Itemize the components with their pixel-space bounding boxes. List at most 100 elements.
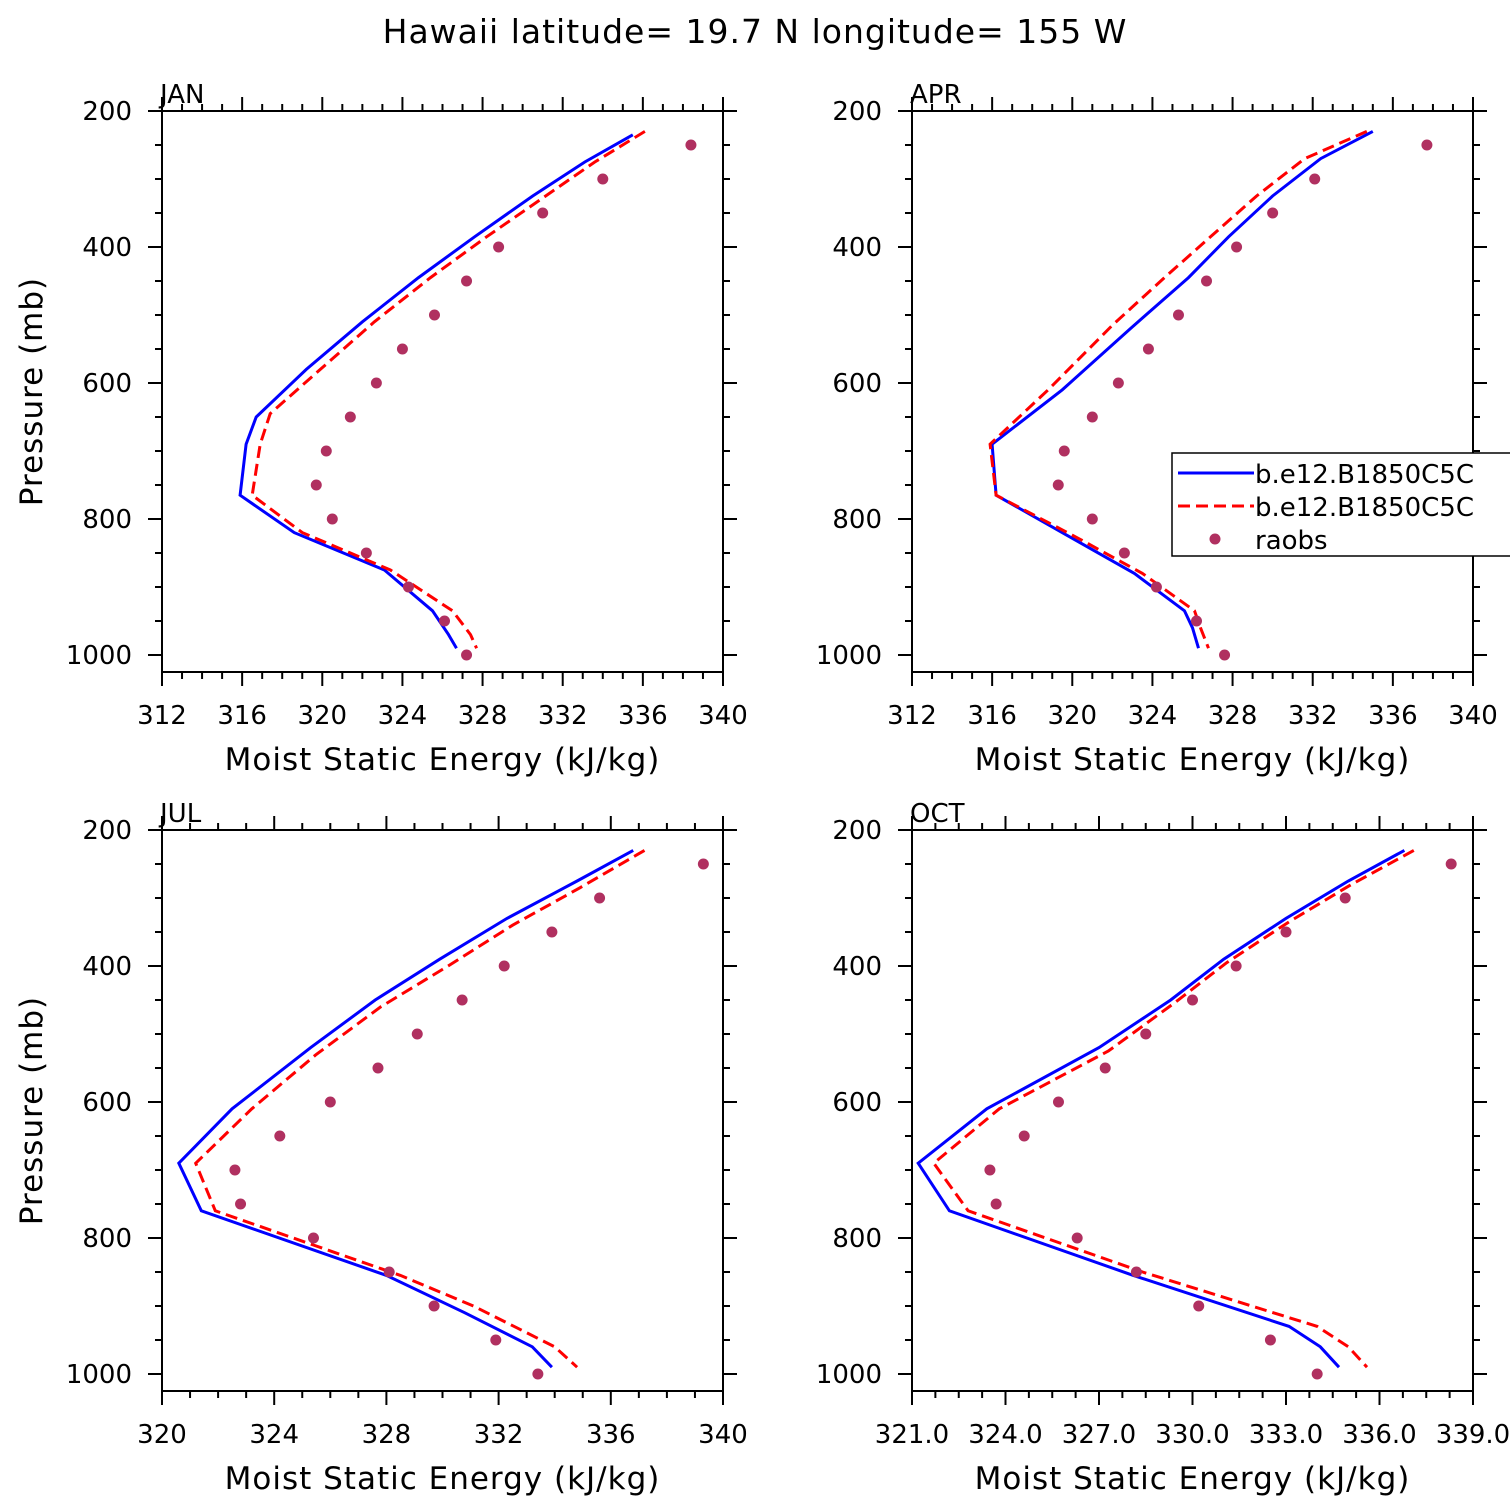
x-tick-label: 320 <box>1047 701 1097 731</box>
raobs-point <box>1311 1368 1323 1380</box>
raobs-point <box>235 1198 247 1210</box>
x-tick-label: 330.0 <box>1155 1420 1229 1450</box>
raobs-point <box>685 139 697 151</box>
x-tick-label: 316 <box>967 701 1017 731</box>
x-tick-label: 320 <box>297 701 347 731</box>
series-line-solid <box>238 133 634 649</box>
raobs-point <box>1086 513 1098 525</box>
x-tick-label: 336 <box>586 1420 636 1450</box>
raobs-point <box>274 1130 286 1142</box>
raobs-point <box>1058 445 1070 457</box>
raobs-point <box>1445 858 1457 870</box>
legend-label: b.e12.B1850C5C <box>1255 460 1474 490</box>
x-axis-label: Moist Static Energy (kJ/kg) <box>975 1461 1411 1497</box>
y-tick-label: 200 <box>832 816 882 846</box>
x-tick-label: 327.0 <box>1062 1420 1136 1450</box>
x-tick-label: 328 <box>458 701 508 731</box>
legend-dot <box>1209 533 1221 545</box>
panel-oct: OCT 321.0 324.0 327.0 330.0 333.0 336.0 339.0 20… <box>816 799 1510 1497</box>
panel-title: OCT <box>910 799 965 829</box>
raobs-point <box>1193 1300 1205 1312</box>
x-tick-label: 324.0 <box>968 1420 1042 1450</box>
figure-title: Hawaii latitude= 19.7 N longitude= 155 W <box>382 12 1128 51</box>
y-tick-label: 600 <box>832 1088 882 1118</box>
x-tick-label: 332 <box>538 701 588 731</box>
raobs-point <box>532 1368 544 1380</box>
plot-data <box>916 849 1457 1380</box>
x-tick-label: 328 <box>1208 701 1258 731</box>
raobs-point <box>1112 377 1124 389</box>
plot-frame <box>911 110 1474 673</box>
y-tick-label: 1000 <box>66 1360 132 1390</box>
raobs-point <box>360 547 372 559</box>
raobs-point <box>490 1334 502 1346</box>
y-tick-label: 800 <box>832 505 882 535</box>
y-tick-label: 800 <box>82 1224 132 1254</box>
series-line-dashed <box>250 130 646 649</box>
series-line-dashed <box>193 849 646 1369</box>
raobs-point <box>307 1232 319 1244</box>
raobs-point <box>461 275 473 287</box>
x-tick-label: 336.0 <box>1342 1420 1416 1450</box>
plot-data <box>176 849 709 1380</box>
raobs-point <box>1052 1096 1064 1108</box>
raobs-point <box>493 241 505 253</box>
legend-label: b.e12.B1850C5C <box>1255 493 1474 523</box>
raobs-point <box>439 615 451 627</box>
raobs-point <box>597 173 609 185</box>
y-tick-label: 800 <box>832 1224 882 1254</box>
series-line-solid <box>916 849 1406 1369</box>
raobs-point <box>461 649 473 661</box>
raobs-point <box>1187 994 1198 1006</box>
plot-data <box>988 130 1433 661</box>
raobs-point <box>990 1198 1002 1210</box>
y-tick-label: 1000 <box>66 641 132 671</box>
raobs-point <box>320 445 332 457</box>
raobs-point <box>396 343 408 355</box>
y-tick-label: 400 <box>832 952 882 982</box>
plot-frame <box>161 829 724 1392</box>
x-tick-label: 332 <box>474 1420 524 1450</box>
raobs-point <box>1052 479 1064 491</box>
raobs-point <box>984 1164 996 1176</box>
x-tick-label: 316 <box>217 701 267 731</box>
legend-box <box>1171 452 1510 557</box>
raobs-point <box>324 1096 336 1108</box>
x-tick-label: 333.0 <box>1249 1420 1323 1450</box>
raobs-point <box>498 960 510 972</box>
raobs-point <box>1280 926 1292 938</box>
raobs-point <box>372 1062 384 1074</box>
x-axis-label: Moist Static Energy (kJ/kg) <box>225 742 661 778</box>
x-axis-label: Moist Static Energy (kJ/kg) <box>975 742 1411 778</box>
plot-data <box>238 130 697 661</box>
x-tick-label: 321.0 <box>875 1420 949 1450</box>
x-tick-label: 324 <box>249 1420 299 1450</box>
x-tick-label: 340 <box>1448 701 1498 731</box>
raobs-point <box>1071 1232 1083 1244</box>
raobs-point <box>546 926 558 938</box>
raobs-point <box>1339 892 1351 904</box>
raobs-point <box>1099 1062 1111 1074</box>
y-tick-label: 400 <box>82 233 132 263</box>
raobs-point <box>428 309 440 321</box>
y-tick-label: 800 <box>82 505 132 535</box>
raobs-point <box>1421 139 1433 151</box>
x-tick-label: 324 <box>1128 701 1178 731</box>
raobs-point <box>1142 343 1154 355</box>
raobs-point <box>326 513 338 525</box>
raobs-point <box>411 1028 423 1040</box>
y-tick-label: 400 <box>832 233 882 263</box>
raobs-point <box>383 1266 395 1278</box>
x-tick-label: 336 <box>1368 701 1418 731</box>
raobs-point <box>456 994 468 1006</box>
x-tick-label: 328 <box>362 1420 412 1450</box>
raobs-point <box>1230 960 1242 972</box>
raobs-point <box>594 892 606 904</box>
raobs-point <box>344 411 356 423</box>
panel-title: JUL <box>158 799 202 829</box>
y-tick-label: 200 <box>832 97 882 127</box>
y-tick-label: 600 <box>82 1088 132 1118</box>
series-line-dashed <box>988 130 1368 649</box>
